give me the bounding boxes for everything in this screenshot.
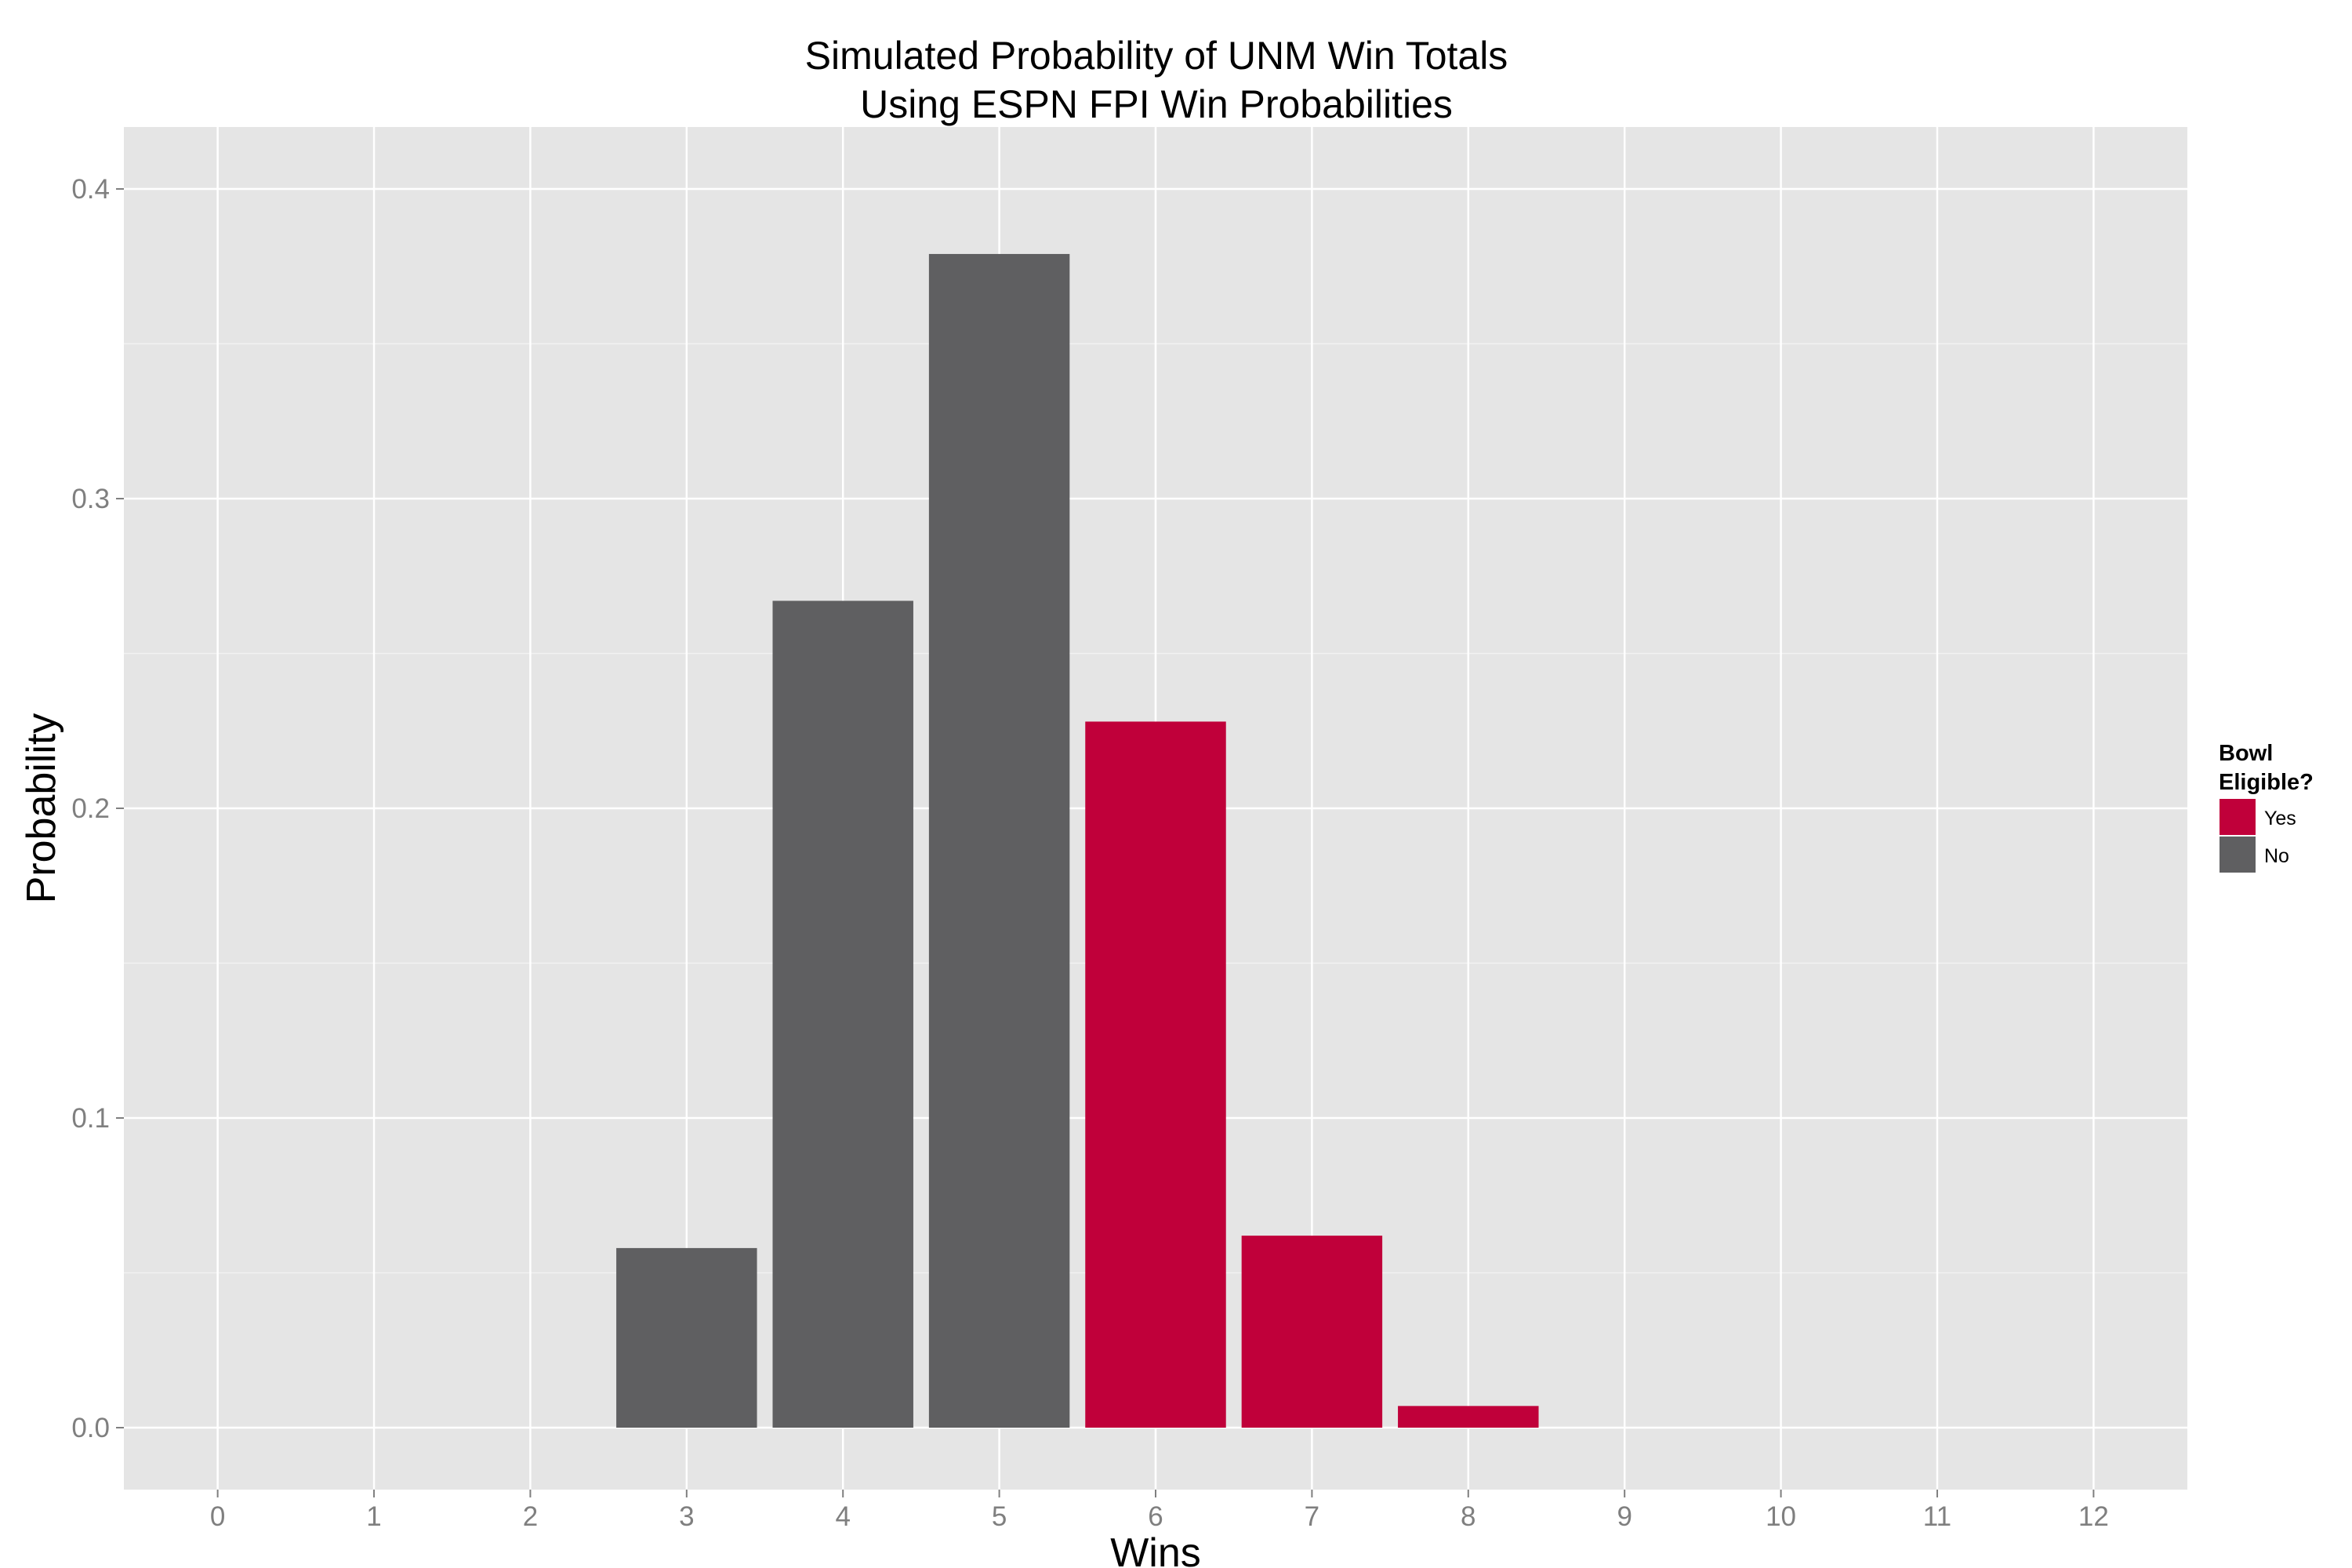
x-tick-label: 11 <box>1923 1501 1951 1532</box>
legend-label-no: No <box>2264 845 2289 867</box>
bars <box>616 253 1539 1428</box>
x-tick-label: 9 <box>1617 1501 1632 1532</box>
legend-swatch-no <box>2218 835 2257 874</box>
chart-title: Simulated Probability of UNM Win Totals <box>805 34 1508 78</box>
x-axis-label: Wins <box>1110 1530 1201 1568</box>
x-tick-label: 10 <box>1766 1501 1796 1532</box>
chart-subtitle: Using ESPN FPI Win Probabilities <box>860 82 1453 126</box>
x-tick-label: 5 <box>992 1501 1007 1532</box>
x-tick-label: 12 <box>2078 1501 2109 1532</box>
y-tick-label: 0.3 <box>71 484 110 514</box>
y-tick-label: 0.0 <box>71 1413 110 1443</box>
legend: Bowl Eligible? Yes No <box>2218 741 2314 874</box>
legend-title-line1: Bowl <box>2219 741 2273 766</box>
bar-wins-7 <box>1241 1236 1383 1428</box>
x-tick-label: 2 <box>523 1501 538 1532</box>
x-axis-ticks: 0 1 2 3 4 5 6 7 8 9 10 11 12 <box>210 1490 2109 1532</box>
x-tick-label: 6 <box>1148 1501 1163 1532</box>
y-axis-ticks: 0.0 0.1 0.2 0.3 0.4 <box>71 174 124 1443</box>
legend-swatch-yes <box>2218 797 2257 837</box>
x-tick-label: 8 <box>1461 1501 1475 1532</box>
x-tick-label: 1 <box>366 1501 381 1532</box>
bar-wins-4 <box>772 601 913 1428</box>
x-tick-label: 4 <box>835 1501 850 1532</box>
x-tick-label: 7 <box>1305 1501 1319 1532</box>
x-tick-label: 3 <box>679 1501 694 1532</box>
legend-label-yes: Yes <box>2264 808 2296 829</box>
y-tick-label: 0.1 <box>71 1103 110 1134</box>
bar-wins-3 <box>616 1247 757 1428</box>
x-tick-label: 0 <box>210 1501 225 1532</box>
y-axis-label: Probability <box>19 713 64 904</box>
y-tick-label: 0.4 <box>71 174 110 205</box>
y-tick-label: 0.2 <box>71 793 110 824</box>
bar-wins-5 <box>928 253 1070 1428</box>
bar-wins-6 <box>1085 721 1226 1428</box>
legend-title-line2: Eligible? <box>2219 770 2314 795</box>
bar-wins-8 <box>1398 1406 1539 1428</box>
